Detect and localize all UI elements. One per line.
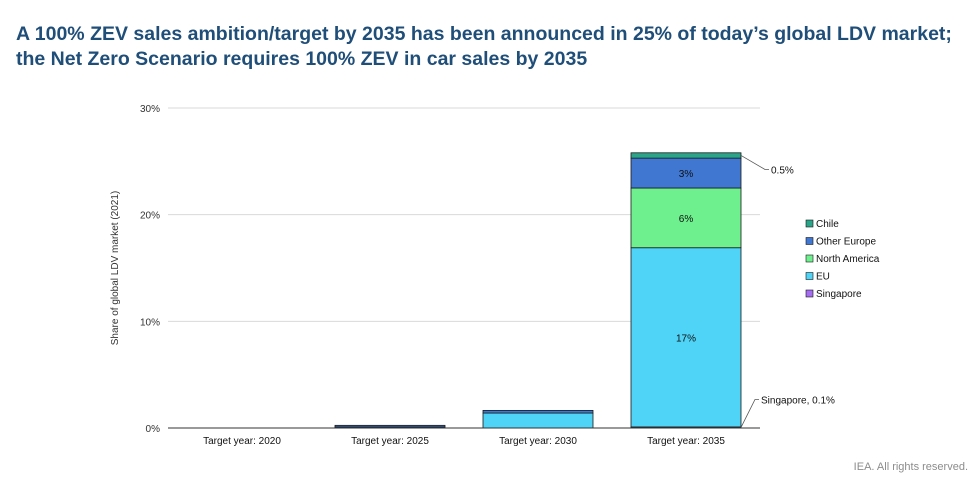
data-label: 3% — [679, 169, 694, 180]
legend-swatch-eu — [805, 272, 814, 280]
legend-label-north-america: North America — [816, 254, 880, 265]
axis-layer: 0% 10% 20% 30% Share of global LDV market (2… — [110, 104, 760, 447]
legend-swatch-chile — [805, 219, 814, 228]
annotation-leader — [740, 399, 759, 428]
y-tick-label: 10% — [140, 317, 160, 328]
legend-swatch-singapore — [805, 289, 814, 298]
y-tick-label: 20% — [140, 211, 160, 222]
bar-north-america-4 — [630, 187, 742, 249]
annotation-leader — [740, 155, 769, 170]
y-tick-label: 0% — [146, 424, 161, 435]
legend-layer: Chile Other Europe North America EU Singapor… — [805, 219, 880, 300]
bar-eu-4 — [630, 247, 742, 428]
x-tick-label: Target year: 2020 — [203, 436, 281, 447]
labels-layer: 3% 6% 17% — [676, 169, 696, 344]
legend-label-singapore: Singapore — [816, 289, 862, 300]
data-label: 17% — [676, 333, 696, 344]
bar-other-europe-4 — [630, 157, 742, 189]
bar-other-europe-2 — [334, 424, 446, 428]
data-label: 6% — [679, 214, 694, 225]
legend-label-chile: Chile — [816, 219, 839, 230]
y-axis-label: Share of global LDV market (2021) — [110, 191, 121, 346]
legend-swatch-north-america — [805, 254, 814, 263]
x-tick-label: Target year: 2025 — [351, 436, 429, 447]
chart-title: A 100% ZEV sales ambition/target by 2035… — [16, 23, 952, 70]
bar-chile-4 — [630, 152, 742, 159]
annotation-label: Singapore, 0.1% — [761, 395, 835, 406]
bar-eu-3 — [482, 412, 594, 429]
y-tick-label: 30% — [140, 104, 160, 115]
annotation-layer: 0.5% Singapore, 0.1% — [740, 155, 835, 428]
bars-layer — [334, 152, 742, 429]
x-tick-label: Target year: 2030 — [499, 436, 577, 447]
x-tick-label: Target year: 2035 — [647, 436, 725, 447]
bar-other-europe-3 — [482, 409, 594, 414]
copyright-note: IEA. All rights reserved. — [853, 461, 968, 473]
legend-swatch-other-europe — [805, 237, 814, 245]
legend-label-eu: EU — [816, 272, 830, 283]
legend-label-other-europe: Other Europe — [816, 237, 876, 248]
annotation-label: 0.5% — [771, 165, 794, 176]
